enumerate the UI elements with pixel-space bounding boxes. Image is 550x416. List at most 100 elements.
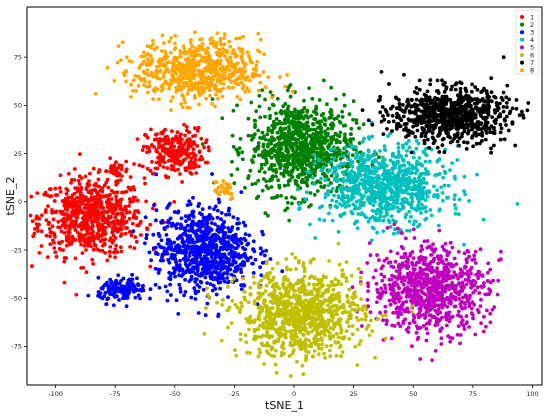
scatter-point <box>229 228 234 232</box>
scatter-point <box>245 258 250 263</box>
scatter-point <box>322 351 326 356</box>
scatter-point <box>473 249 478 254</box>
scatter-point <box>284 157 289 162</box>
scatter-point <box>54 209 59 214</box>
scatter-point <box>127 204 131 208</box>
scatter-point <box>219 211 224 215</box>
scatter-point <box>105 177 110 182</box>
scatter-point <box>367 241 372 246</box>
scatter-point <box>201 266 205 271</box>
scatter-point <box>45 193 50 198</box>
scatter-point <box>406 281 411 285</box>
scatter-point <box>204 138 209 143</box>
scatter-point <box>452 270 456 274</box>
scatter-point <box>378 204 383 209</box>
scatter-point <box>306 170 310 174</box>
scatter-point <box>71 238 76 242</box>
scatter-point <box>90 257 95 262</box>
scatter-point <box>341 177 346 181</box>
scatter-point <box>115 172 120 176</box>
scatter-point <box>347 203 351 208</box>
scatter-point <box>297 202 301 207</box>
scatter-point <box>422 258 427 263</box>
scatter-point <box>109 188 114 193</box>
scatter-point <box>263 137 268 142</box>
scatter-point <box>265 144 270 149</box>
scatter-point <box>60 239 64 244</box>
scatter-point <box>309 114 313 118</box>
scatter-point <box>381 318 385 323</box>
scatter-point <box>100 189 105 194</box>
scatter-point <box>323 129 327 134</box>
scatter-point <box>190 245 195 250</box>
scatter-point <box>74 292 79 297</box>
scatter-point <box>62 259 67 264</box>
scatter-point <box>382 258 387 263</box>
scatter-point <box>340 186 344 191</box>
scatter-point <box>467 304 472 309</box>
scatter-point <box>404 286 408 291</box>
scatter-point <box>59 211 64 216</box>
scatter-point <box>148 296 152 301</box>
scatter-point <box>241 260 246 265</box>
scatter-point <box>480 274 485 278</box>
scatter-point <box>417 198 422 202</box>
scatter-point <box>191 165 196 170</box>
scatter-point <box>188 162 192 167</box>
scatter-point <box>342 211 347 216</box>
scatter-point <box>362 136 366 141</box>
scatter-point <box>113 222 118 226</box>
scatter-point <box>59 229 64 234</box>
scatter-point <box>383 148 388 153</box>
scatter-point <box>213 238 218 243</box>
scatter-point <box>435 266 439 270</box>
scatter-point <box>175 156 180 161</box>
scatter-point <box>53 193 58 198</box>
scatter-point <box>378 294 382 299</box>
scatter-point <box>432 314 437 319</box>
scatter-point <box>312 144 317 149</box>
scatter-point <box>328 205 333 210</box>
scatter-point <box>490 307 495 312</box>
series-3-points <box>86 172 285 319</box>
scatter-point <box>231 144 236 149</box>
scatter-point <box>400 290 405 295</box>
scatter-point <box>95 217 99 222</box>
scatter-point <box>74 219 78 223</box>
scatter-point <box>476 310 481 315</box>
scatter-point <box>410 261 414 266</box>
scatter-point <box>206 231 211 236</box>
scatter-point <box>453 211 458 216</box>
scatter-point <box>378 214 383 219</box>
scatter-point <box>114 160 118 165</box>
scatter-point <box>314 150 319 155</box>
scatter-point <box>393 280 398 285</box>
scatter-point <box>381 158 385 163</box>
scatter-point <box>213 253 218 257</box>
scatter-point <box>188 202 193 207</box>
scatter-point <box>176 210 180 215</box>
scatter-point <box>169 255 174 260</box>
scatter-point <box>326 177 331 182</box>
scatter-point <box>408 162 412 167</box>
scatter-point <box>415 260 419 265</box>
scatter-point <box>283 101 288 106</box>
scatter-point <box>350 164 355 169</box>
scatter-point <box>272 137 277 142</box>
scatter-point <box>232 276 237 281</box>
scatter-point <box>432 257 436 262</box>
scatter-point <box>177 273 182 278</box>
scatter-point <box>157 139 162 144</box>
scatter-point <box>371 178 375 182</box>
scatter-point <box>457 281 461 286</box>
scatter-point <box>143 132 147 137</box>
scatter-point <box>325 159 330 164</box>
scatter-point <box>398 271 402 275</box>
scatter-point <box>333 204 338 209</box>
scatter-point <box>298 125 303 129</box>
scatter-point <box>178 172 182 176</box>
scatter-point <box>70 224 75 228</box>
scatter-point <box>114 278 119 283</box>
scatter-point <box>404 259 409 264</box>
scatter-point <box>224 212 228 217</box>
